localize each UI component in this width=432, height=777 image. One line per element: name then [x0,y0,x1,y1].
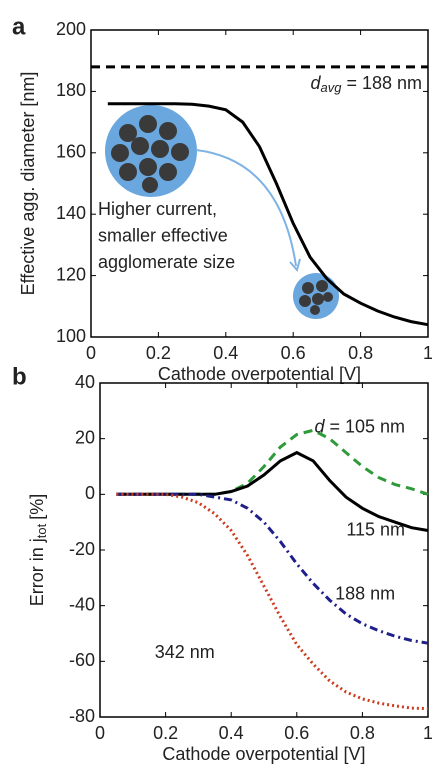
x-tick-label: 1 [423,723,432,743]
arrow [195,149,297,267]
series-name: 342 nm [155,642,215,662]
x-tick-label: 0.6 [284,723,309,743]
x-tick-label: 0.2 [146,343,171,363]
y-tick-label: -60 [69,650,95,670]
y-tick-label: 120 [56,264,86,284]
series-label: 115 nm [346,519,405,539]
annotation: agglomerate size [98,252,235,272]
label-prefix-italic: d [314,416,325,436]
series-name: 115 nm [346,519,405,539]
series-label: 188 nm [335,583,395,603]
y-tick-label: -20 [69,539,95,559]
panel-label: b [12,363,27,390]
x-tick-label: 0.8 [348,343,373,363]
x-tick-label: 1 [423,343,432,363]
y-tick-label: 200 [56,19,86,39]
y-axis-label-unit: [%] [27,494,47,520]
annotation: Higher current, [98,199,217,219]
series-line [116,492,429,645]
series-label: 342 nm [155,642,215,662]
y-tick-label: 160 [56,142,86,162]
y-tick-label: 140 [56,203,86,223]
y-tick-label: 100 [56,326,86,346]
x-tick-label: 0 [95,723,105,743]
x-tick-label: 0.2 [153,723,178,743]
y-tick-label: 20 [75,427,95,447]
y-axis-label: Error in jtot [%] [27,494,50,607]
annotation: smaller effective [98,225,228,245]
y-tick-label: 40 [75,372,95,392]
series-line [116,428,429,496]
series-line [107,102,429,327]
y-axis-label-sub: tot [34,523,49,538]
reference-label-italic: d [310,73,321,93]
x-axis-label: Cathode overpotential [V] [158,364,361,384]
panel-label: a [12,13,26,40]
x-axis-label: Cathode overpotential [V] [162,744,365,764]
x-tick-label: 0.4 [213,343,238,363]
series-label: d = 105 nm [314,416,405,436]
arrow-head [289,258,301,273]
y-axis-label: Effective agg. diameter [nm] [18,72,38,296]
y-tick-label: 0 [85,483,95,503]
reference-label-sub: avg [320,80,342,95]
y-tick-label: 180 [56,80,86,100]
agglomerate-icon-small [293,273,339,319]
x-tick-label: 0.6 [281,343,306,363]
x-tick-label: 0.4 [219,723,244,743]
series-line [116,492,429,711]
y-axis-label-text: Error in j [27,538,47,606]
agglomerate-icon-large [105,105,197,197]
reference-label-text: = 188 nm [346,73,422,93]
reference-label: davg = 188 nm [310,73,422,96]
y-tick-label: -80 [69,706,95,726]
series-name: 188 nm [335,583,395,603]
y-tick-label: -40 [69,594,95,614]
plot-frame [90,29,429,338]
series-name: 105 nm [345,416,405,436]
x-tick-label: 0 [86,343,96,363]
x-tick-label: 0.8 [350,723,375,743]
label-prefix-text: = [329,416,340,436]
